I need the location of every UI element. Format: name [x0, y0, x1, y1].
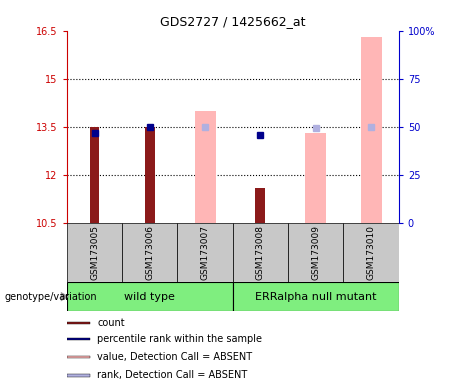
Text: GSM173007: GSM173007 [201, 225, 210, 280]
Bar [145, 127, 155, 223]
Text: GSM173006: GSM173006 [145, 225, 154, 280]
Bar [122, 223, 177, 282]
Bar [305, 133, 326, 223]
Bar [177, 223, 233, 282]
Bar [89, 127, 100, 223]
Bar [67, 282, 233, 311]
Text: count: count [97, 318, 125, 328]
Bar [67, 223, 122, 282]
Bar [361, 37, 382, 223]
Bar [67, 356, 89, 359]
Bar [255, 187, 266, 223]
Polygon shape [61, 292, 69, 301]
Text: percentile rank within the sample: percentile rank within the sample [97, 334, 262, 344]
Bar [288, 223, 343, 282]
Text: GSM173005: GSM173005 [90, 225, 99, 280]
Text: GSM173008: GSM173008 [256, 225, 265, 280]
Text: genotype/variation: genotype/variation [5, 291, 97, 302]
Bar [67, 338, 89, 340]
Title: GDS2727 / 1425662_at: GDS2727 / 1425662_at [160, 15, 306, 28]
Text: wild type: wild type [124, 291, 175, 302]
Bar [67, 321, 89, 324]
Text: ERRalpha null mutant: ERRalpha null mutant [255, 291, 377, 302]
Text: GSM173009: GSM173009 [311, 225, 320, 280]
Bar [343, 223, 399, 282]
Text: value, Detection Call = ABSENT: value, Detection Call = ABSENT [97, 352, 252, 362]
Bar [67, 374, 89, 377]
Bar [233, 282, 399, 311]
Text: GSM173010: GSM173010 [366, 225, 376, 280]
Bar [195, 111, 216, 223]
Text: rank, Detection Call = ABSENT: rank, Detection Call = ABSENT [97, 371, 248, 381]
Bar [233, 223, 288, 282]
